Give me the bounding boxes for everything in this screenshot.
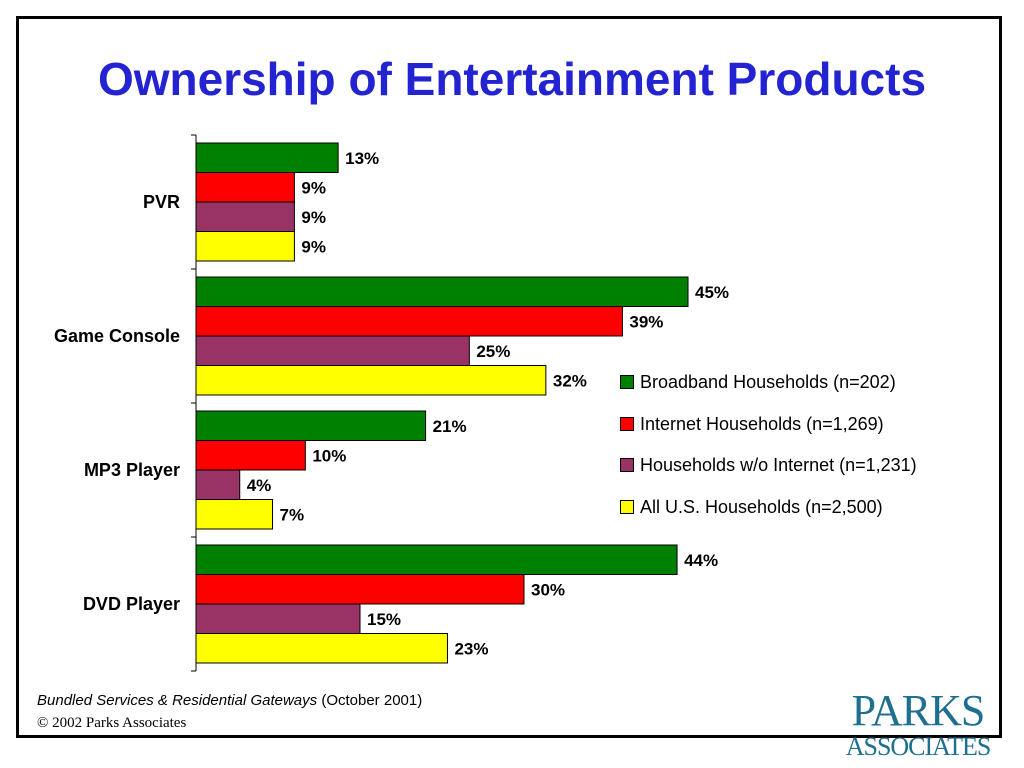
source-date: (October 2001): [321, 692, 423, 709]
category-label: MP3 Player: [84, 460, 180, 480]
bar: [195, 335, 470, 366]
legend-swatch: [620, 375, 634, 389]
logo-line1: PARKS: [851, 686, 986, 735]
legend-item: All U.S. Households (n=2,500): [620, 497, 917, 539]
data-label: 9%: [301, 208, 326, 227]
data-label: 10%: [312, 446, 346, 465]
bar: [195, 172, 295, 203]
data-label: 39%: [629, 312, 663, 331]
data-label: 32%: [553, 371, 587, 390]
data-label: 7%: [280, 505, 305, 524]
bar: [195, 231, 295, 262]
copyright: © 2002 Parks Associates: [37, 715, 187, 731]
legend-swatch: [620, 458, 634, 472]
bar: [195, 574, 525, 605]
data-label: 21%: [433, 417, 467, 436]
slide-frame: [16, 16, 1002, 738]
data-label: 25%: [476, 342, 510, 361]
bar: [195, 201, 295, 232]
logo-line2: ASSOCIATES: [845, 732, 992, 761]
category-label: Game Console: [54, 326, 180, 346]
chart-title: Ownership of Entertainment Products: [97, 53, 927, 105]
legend-label: All U.S. Households (n=2,500): [640, 496, 883, 517]
legend-label: Internet Households (n=1,269): [640, 413, 884, 434]
source-note: Bundled Services & Residential Gateways …: [37, 692, 422, 709]
category-label: DVD Player: [83, 594, 180, 614]
data-label: 44%: [684, 551, 718, 570]
legend: Broadband Households (n=202) Internet Hou…: [620, 372, 917, 538]
bar: [195, 365, 547, 396]
data-label: 9%: [301, 237, 326, 256]
legend-label: Broadband Households (n=202): [640, 372, 896, 392]
bar: [195, 499, 274, 530]
bar: [195, 440, 306, 471]
data-label: 45%: [695, 283, 729, 302]
data-label: 23%: [454, 639, 488, 658]
legend-item: Households w/o Internet (n=1,231): [620, 455, 917, 497]
bar: [195, 410, 427, 441]
data-label: 15%: [367, 610, 401, 629]
category-label: PVR: [143, 192, 180, 212]
legend-swatch: [620, 416, 634, 431]
data-label: 9%: [301, 178, 326, 197]
bar: [195, 544, 678, 575]
bar: [195, 306, 623, 337]
bar: [195, 633, 448, 664]
legend-label: Households w/o Internet (n=1,231): [640, 455, 917, 475]
legend-item: Internet Households (n=1,269): [620, 414, 917, 456]
legend-item: Broadband Households (n=202): [620, 372, 917, 414]
data-label: 30%: [531, 580, 565, 599]
source-publication: Bundled Services & Residential Gateways: [37, 692, 318, 709]
bar: [195, 276, 689, 307]
parks-associates-logo: PARKS ASSOCIATES: [838, 688, 998, 768]
data-label: 4%: [247, 476, 272, 495]
bar: [195, 603, 361, 634]
legend-swatch: [620, 499, 634, 514]
data-label: 13%: [345, 149, 379, 168]
bar: [195, 142, 339, 173]
bar: [195, 469, 241, 500]
